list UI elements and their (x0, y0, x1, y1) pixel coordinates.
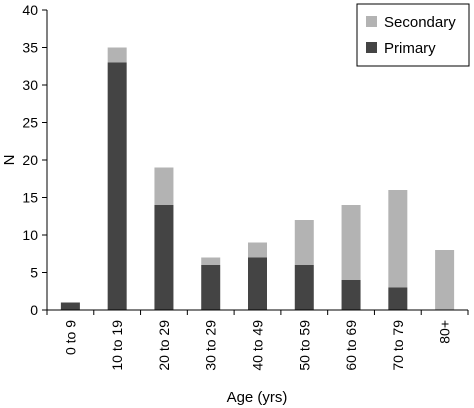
bar-secondary-5 (294, 220, 314, 265)
x-tick-label: 20 to 29 (156, 320, 172, 371)
bar-primary-5 (294, 265, 314, 310)
bar-secondary-3 (201, 257, 221, 265)
legend-box (356, 3, 470, 67)
x-tick-label: 80+ (437, 320, 453, 344)
y-tick-label: 5 (30, 265, 38, 281)
bar-secondary-7 (388, 190, 408, 288)
y-tick-label: 40 (22, 2, 38, 18)
bar-secondary-2 (154, 167, 174, 205)
x-axis: 0 to 9 10 to 19 20 to 29 30 to 29 40 to 49 50… (46, 309, 469, 371)
bar-primary-3 (201, 265, 221, 310)
bar-primary-6 (341, 280, 361, 310)
y-axis-title: N (1, 155, 18, 166)
legend: Secondary Primary (356, 3, 470, 67)
x-tick-label: 50 to 59 (296, 320, 312, 371)
bar-primary-2 (154, 205, 174, 310)
y-tick-label: 15 (22, 190, 38, 206)
x-tick-label: 60 to 69 (343, 320, 359, 371)
bar-primary-4 (248, 257, 267, 310)
bar-secondary-6 (341, 205, 361, 280)
y-tick-label: 35 (22, 40, 38, 56)
legend-swatch-primary (366, 42, 377, 53)
y-tick-label: 20 (22, 152, 38, 168)
y-axis: 0 5 10 15 20 25 30 35 40 (22, 2, 48, 318)
legend-label-primary: Primary (384, 40, 436, 57)
x-tick-label: 70 to 79 (390, 320, 406, 371)
x-tick-label: 30 to 29 (203, 320, 219, 371)
x-tick-label: 40 to 49 (250, 320, 266, 371)
bar-secondary-1 (107, 47, 127, 63)
x-tick-label: 10 to 19 (109, 320, 125, 371)
y-tick-label: 10 (22, 227, 38, 243)
bar-primary-7 (388, 287, 408, 310)
y-tick-label: 30 (22, 77, 38, 93)
bar-secondary-4 (248, 242, 267, 258)
legend-swatch-secondary (366, 16, 377, 27)
y-tick-label: 25 (22, 115, 38, 131)
bar-primary-1 (107, 62, 127, 310)
legend-label-secondary: Secondary (384, 14, 456, 31)
y-tick-label: 0 (30, 302, 38, 318)
bar-primary-0 (60, 302, 80, 310)
bar-secondary-8 (435, 250, 455, 310)
bars (60, 47, 455, 310)
x-tick-label: 0 to 9 (62, 320, 78, 355)
x-axis-title: Age (yrs) (227, 389, 288, 406)
